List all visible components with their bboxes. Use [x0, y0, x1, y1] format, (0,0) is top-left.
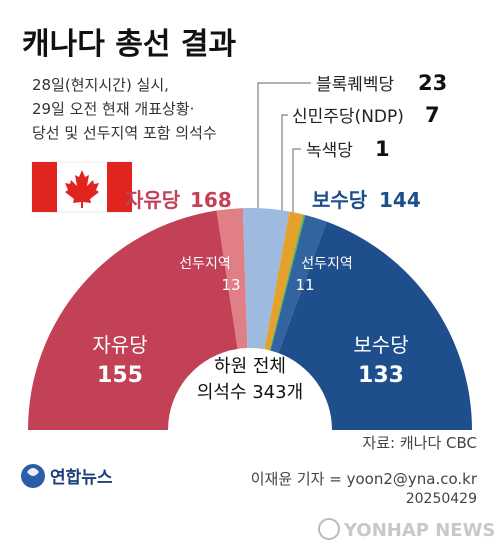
- total-seats-label: 의석수 343개: [197, 382, 303, 403]
- callout-bloc-value: 23: [418, 71, 447, 95]
- liberal-leading-label: 선두지역: [179, 256, 231, 272]
- total-label: 하원 전체: [214, 356, 286, 377]
- credit-text: 이재윤 기자 = yoon2@yna.co.kr: [251, 470, 478, 488]
- liberal-total-name: 자유당: [125, 188, 181, 212]
- seat-segment-5: [270, 215, 327, 354]
- segment-labels: 선두지역 13 선두지역 11 자유당 155 보수당 133 하원 전체 의석…: [92, 256, 408, 403]
- seat-segment-1: [216, 208, 248, 349]
- callout-green: 녹색당 1: [306, 137, 390, 161]
- subtitle-line-1: 28일(현지시간) 실시,: [32, 76, 169, 94]
- conservative-total-value: 144: [379, 188, 421, 212]
- liberal-total-value: 168: [190, 188, 232, 212]
- callout-bloc: 블록퀘벡당 23: [316, 71, 447, 95]
- conservative-label: 보수당: [353, 333, 408, 357]
- seat-segment-0: [28, 210, 238, 430]
- subtitle-line-3: 당선 및 선두지역 포함 의석수: [32, 124, 217, 142]
- conservative-value: 133: [358, 363, 404, 388]
- callout-ndp-name: 신민주당(NDP): [292, 107, 404, 127]
- conservative-leading-value: 11: [295, 276, 314, 294]
- liberal-total: 자유당 168: [125, 188, 232, 212]
- callout-ndp: 신민주당(NDP) 7: [292, 103, 440, 127]
- seat-segment-3: [264, 211, 304, 351]
- callout-green-value: 1: [375, 137, 390, 161]
- yonhap-logo: 연합뉴스: [21, 464, 113, 488]
- seat-segment-4: [269, 214, 306, 351]
- callout-ndp-value: 7: [425, 103, 440, 127]
- seat-segment-6: [278, 221, 472, 430]
- page-title: 캐나다 총선 결과: [22, 27, 236, 62]
- liberal-leading-value: 13: [221, 276, 240, 294]
- watermark: YONHAP NEWS: [318, 518, 495, 541]
- callout-green-name: 녹색당: [306, 141, 353, 161]
- conservative-leading-label: 선두지역: [301, 256, 353, 272]
- watermark-icon: [318, 518, 340, 540]
- watermark-text: YONHAP NEWS: [343, 520, 495, 541]
- seat-segment-2: [242, 207, 290, 350]
- source-text: 자료: 캐나다 CBC: [362, 434, 477, 452]
- date-text: 20250429: [406, 491, 477, 507]
- conservative-total-name: 보수당: [312, 188, 368, 212]
- liberal-label: 자유당: [92, 333, 147, 357]
- seat-chart: [28, 207, 472, 430]
- canada-flag-icon: [31, 161, 133, 213]
- leader-line-bloc: [257, 82, 311, 220]
- leader-line-green: [292, 148, 301, 222]
- callout-bloc-name: 블록퀘벡당: [316, 75, 395, 95]
- liberal-value: 155: [97, 363, 143, 388]
- logo-text: 연합뉴스: [50, 467, 113, 488]
- leader-line-ndp: [281, 114, 288, 222]
- conservative-total: 보수당 144: [312, 188, 421, 212]
- subtitle-line-2: 29일 오전 현재 개표상황·: [32, 100, 194, 118]
